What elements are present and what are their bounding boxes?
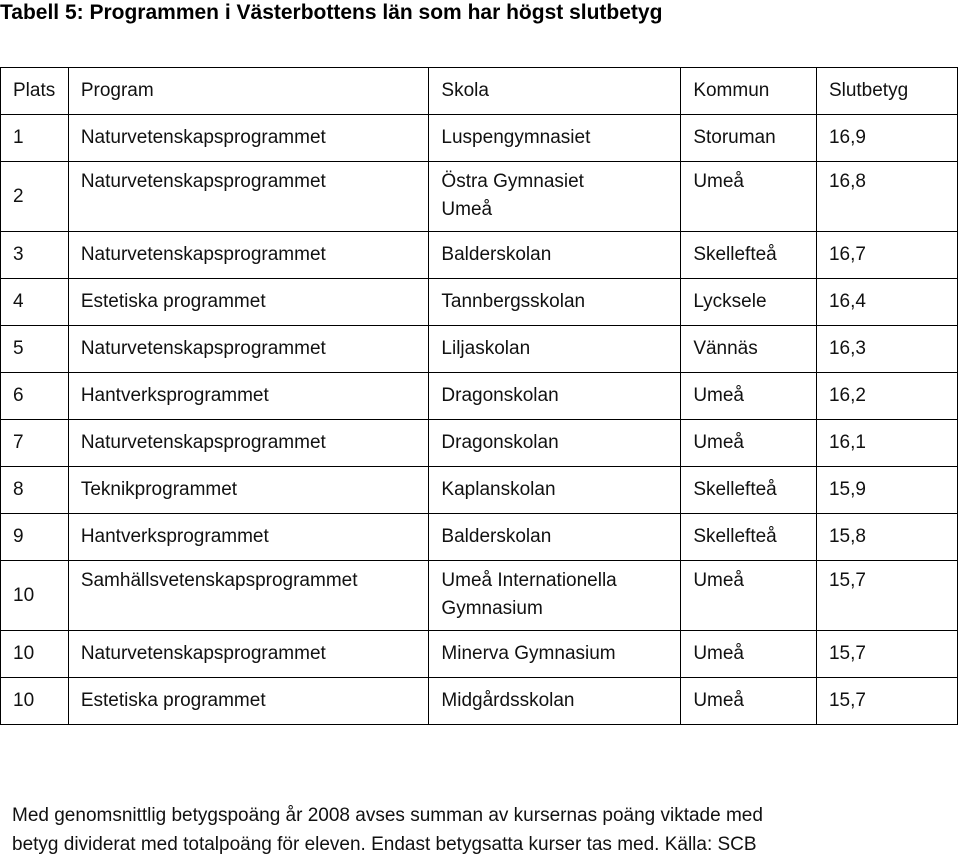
cell-skola: Dragonskolan	[428, 419, 682, 467]
cell-kommun: Umeå	[680, 372, 817, 420]
table-row: 5 Naturvetenskapsprogrammet Liljaskolan …	[0, 325, 959, 373]
results-table-container: Plats Program Skola Kommun Slutbetyg 1 N…	[0, 67, 959, 788]
cell-slutbetyg: 16,1	[815, 419, 959, 467]
cell-skola-line-2: Umeå	[441, 199, 493, 220]
cell-kommun: Umeå	[680, 560, 817, 631]
cell-program: Naturvetenskapsprogrammet	[67, 231, 430, 279]
footnote-line-2: betyg dividerat med totalpoäng för eleve…	[12, 834, 757, 855]
cell-plats: 10	[0, 630, 69, 678]
cell-plats: 5	[0, 325, 69, 373]
cell-plats: 7	[0, 419, 69, 467]
cell-kommun: Skellefteå	[680, 513, 817, 561]
results-table-body: Plats Program Skola Kommun Slutbetyg 1 N…	[0, 67, 959, 788]
cell-slutbetyg: 16,4	[815, 278, 959, 326]
cell-plats: 10	[0, 560, 69, 631]
cell-slutbetyg: 15,9	[815, 466, 959, 514]
cell-kommun: Vännäs	[680, 325, 817, 373]
cell-skola: Östra Gymnasiet Umeå	[428, 161, 682, 232]
table-footnote: Med genomsnittlig betygspoäng år 2008 av…	[12, 801, 952, 859]
cell-plats: 4	[0, 278, 69, 326]
cell-skola-line-2: Gymnasium	[441, 598, 543, 619]
header-plats: Plats	[0, 67, 69, 115]
cell-slutbetyg: 15,8	[815, 513, 959, 561]
cell-program: Naturvetenskapsprogrammet	[67, 114, 430, 162]
cell-skola: Umeå Internationella Gymnasium	[428, 560, 682, 631]
cell-program: Hantverksprogrammet	[67, 372, 430, 420]
table-row: 1 Naturvetenskapsprogrammet Luspengymnas…	[0, 114, 959, 162]
cell-kommun: Umeå	[680, 677, 817, 725]
cell-program: Teknikprogrammet	[67, 466, 430, 514]
cell-plats: 8	[0, 466, 69, 514]
cell-skola: Liljaskolan	[428, 325, 682, 373]
cell-plats: 6	[0, 372, 69, 420]
table-row: 4 Estetiska programmet Tannbergsskolan L…	[0, 278, 959, 326]
table-row: 9 Hantverksprogrammet Balderskolan Skell…	[0, 513, 959, 561]
cell-skola-line-1: Östra Gymnasiet	[441, 171, 584, 192]
cell-program: Naturvetenskapsprogrammet	[67, 630, 430, 678]
cell-slutbetyg: 16,7	[815, 231, 959, 279]
table-row: 10 Estetiska programmet Midgårdsskolan U…	[0, 677, 959, 725]
cell-skola: Balderskolan	[428, 231, 682, 279]
cell-slutbetyg: 16,8	[815, 161, 959, 232]
cell-skola: Dragonskolan	[428, 372, 682, 420]
cell-program: Samhällsvetenskapsprogrammet	[67, 560, 430, 631]
table-row: 6 Hantverksprogrammet Dragonskolan Umeå …	[0, 372, 959, 420]
cell-slutbetyg: 15,7	[815, 677, 959, 725]
table-row: 7 Naturvetenskapsprogrammet Dragonskolan…	[0, 419, 959, 467]
header-kommun: Kommun	[680, 67, 817, 115]
table-row: 2 Naturvetenskapsprogrammet Östra Gymnas…	[0, 161, 959, 232]
cell-plats: 2	[0, 161, 69, 232]
cell-skola: Midgårdsskolan	[428, 677, 682, 725]
cell-kommun: Umeå	[680, 161, 817, 232]
cell-skola: Balderskolan	[428, 513, 682, 561]
cell-program: Estetiska programmet	[67, 278, 430, 326]
cell-plats: 3	[0, 231, 69, 279]
cell-slutbetyg: 15,7	[815, 560, 959, 631]
cell-skola: Kaplanskolan	[428, 466, 682, 514]
footnote-line-1: Med genomsnittlig betygspoäng år 2008 av…	[12, 805, 763, 826]
cell-kommun: Skellefteå	[680, 231, 817, 279]
cell-kommun: Umeå	[680, 419, 817, 467]
cell-slutbetyg: 16,9	[815, 114, 959, 162]
table-footer-spacer	[1, 725, 958, 788]
table-row: 8 Teknikprogrammet Kaplanskolan Skelleft…	[0, 466, 959, 514]
cell-kommun: Skellefteå	[680, 466, 817, 514]
cell-skola: Minerva Gymnasium	[428, 630, 682, 678]
cell-program: Naturvetenskapsprogrammet	[67, 161, 430, 232]
cell-slutbetyg: 16,2	[815, 372, 959, 420]
table-header-row: Plats Program Skola Kommun Slutbetyg	[0, 67, 959, 115]
table-row: 10 Samhällsvetenskapsprogrammet Umeå Int…	[0, 560, 959, 631]
cell-plats: 9	[0, 513, 69, 561]
cell-slutbetyg: 16,3	[815, 325, 959, 373]
cell-skola-line-1: Umeå Internationella	[441, 570, 617, 591]
cell-plats: 10	[0, 677, 69, 725]
table-row: 10 Naturvetenskapsprogrammet Minerva Gym…	[0, 630, 959, 678]
cell-program: Naturvetenskapsprogrammet	[67, 419, 430, 467]
header-slutbetyg: Slutbetyg	[815, 67, 959, 115]
cell-kommun: Umeå	[680, 630, 817, 678]
cell-kommun: Storuman	[680, 114, 817, 162]
cell-program: Hantverksprogrammet	[67, 513, 430, 561]
table-row: 3 Naturvetenskapsprogrammet Balderskolan…	[0, 231, 959, 279]
header-program: Program	[67, 67, 430, 115]
cell-program: Estetiska programmet	[67, 677, 430, 725]
table-title: Tabell 5: Programmen i Västerbottens län…	[0, 1, 663, 24]
cell-skola: Luspengymnasiet	[428, 114, 682, 162]
cell-slutbetyg: 15,7	[815, 630, 959, 678]
cell-kommun: Lycksele	[680, 278, 817, 326]
cell-program: Naturvetenskapsprogrammet	[67, 325, 430, 373]
cell-skola: Tannbergsskolan	[428, 278, 682, 326]
cell-plats: 1	[0, 114, 69, 162]
table-footer-spacer-row	[1, 725, 958, 788]
results-table: Plats Program Skola Kommun Slutbetyg 1 N…	[0, 67, 959, 788]
header-skola: Skola	[428, 67, 682, 115]
